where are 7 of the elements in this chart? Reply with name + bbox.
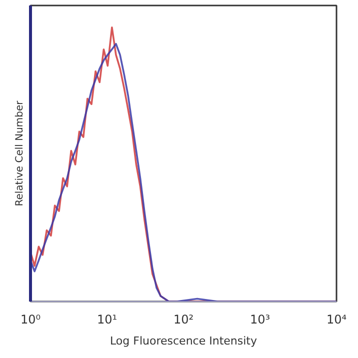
x-tick-label: 10⁴: [326, 312, 347, 326]
x-tick-label: 10¹: [96, 312, 118, 326]
x-tick-label: 10⁰: [20, 312, 41, 326]
y-axis-title: Relative Cell Number: [14, 100, 26, 206]
x-tick-label: 10³: [250, 312, 270, 326]
x-axis-title: Log Fluorescence Intensity: [110, 334, 258, 348]
x-tick-label: 10²: [173, 312, 194, 326]
